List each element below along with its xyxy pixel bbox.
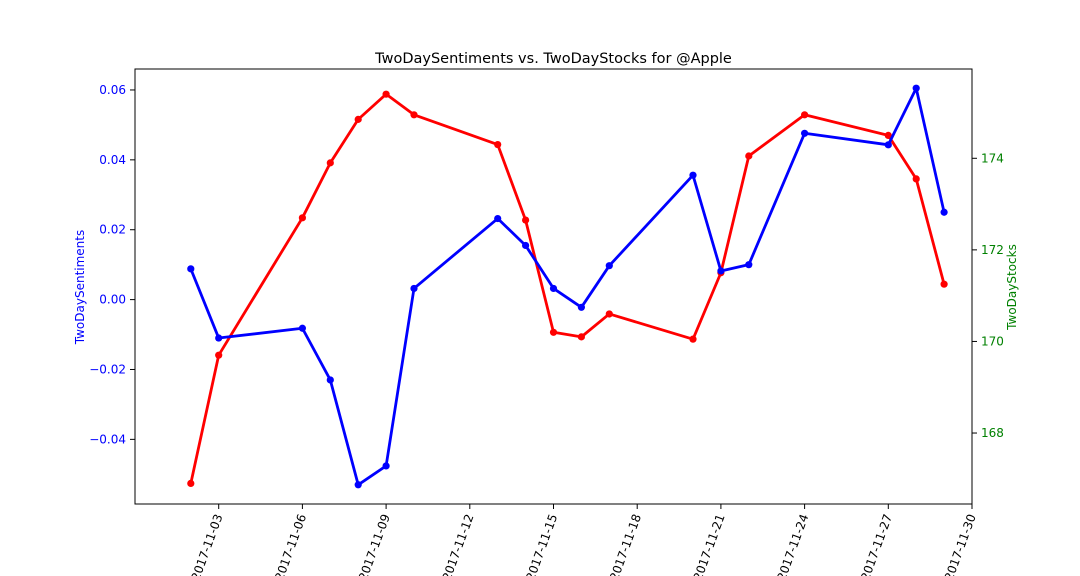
- right-y-tick-label: 172: [981, 243, 1004, 257]
- x-tick-label: 2017-11-21: [691, 512, 728, 576]
- sentiment-point: [717, 267, 725, 275]
- stock-point: [549, 328, 558, 336]
- sentiment-series-line: [189, 86, 946, 487]
- axis-ticks: 2017-11-03 2017-11-06 2017-11-09 2017-11-12…: [89, 83, 1004, 576]
- sentiment-point: [801, 129, 809, 137]
- chart-title: TwoDaySentiments vs. TwoDayStocks for @A…: [374, 51, 732, 67]
- sentiment-point: [912, 84, 920, 92]
- x-tick-label: 2017-11-12: [440, 512, 477, 576]
- stock-point: [522, 216, 530, 224]
- x-tick-label: 2017-11-06: [272, 512, 309, 576]
- x-tick-label: 2017-11-03: [189, 512, 226, 576]
- sentiment-point: [354, 481, 362, 489]
- stock-point: [940, 280, 948, 288]
- stock-point: [605, 310, 613, 318]
- right-y-tick-label: 168: [981, 426, 1004, 440]
- left-y-tick-label: −0.04: [89, 432, 126, 446]
- sentiment-point: [382, 462, 390, 470]
- stock-point: [298, 214, 306, 222]
- series-layer: [187, 84, 948, 489]
- stock-point: [382, 90, 390, 98]
- x-tick-label: 2017-11-09: [356, 512, 393, 576]
- sentiment-point: [605, 262, 613, 270]
- sentiment-point: [522, 241, 530, 250]
- x-tick-label: 2017-11-30: [942, 512, 979, 576]
- sentiment-point: [326, 376, 334, 384]
- stock-point: [884, 131, 892, 139]
- left-y-tick-label: 0.04: [99, 153, 126, 167]
- sentiment-point: [689, 171, 697, 179]
- left-y-tick-label: 0.06: [99, 83, 126, 97]
- stock-point: [215, 351, 223, 359]
- sentiment-point: [215, 334, 223, 342]
- x-tick-label: 2017-11-15: [523, 512, 560, 576]
- sentiment-point: [940, 208, 948, 216]
- stock-point: [187, 479, 195, 487]
- sentiment-point: [494, 214, 502, 223]
- stock-point: [801, 111, 809, 119]
- stock-point: [577, 333, 586, 341]
- right-y-tick-label: 174: [981, 151, 1004, 165]
- sentiment-point: [549, 284, 558, 293]
- stock-point: [326, 159, 334, 167]
- stock-point: [354, 115, 362, 123]
- x-tick-label: 2017-11-27: [858, 512, 895, 576]
- sentiment-point: [298, 324, 306, 332]
- left-axis-label: TwoDaySentiments: [73, 230, 87, 345]
- x-tick-label: 2017-11-24: [774, 512, 811, 576]
- stock-point: [745, 152, 753, 160]
- left-y-tick-label: −0.02: [89, 362, 126, 376]
- left-y-tick-label: 0.00: [99, 293, 126, 307]
- sentiment-point: [577, 303, 586, 311]
- stock-series-line: [189, 92, 946, 485]
- sentiment-point: [410, 284, 418, 293]
- stock-point: [494, 140, 502, 149]
- stock-point: [689, 335, 697, 343]
- sentiment-point: [884, 141, 892, 149]
- sentiment-point: [187, 265, 195, 273]
- right-y-tick-label: 170: [981, 334, 1004, 348]
- right-axis-label: TwoDayStocks: [1005, 244, 1019, 331]
- stock-point: [410, 111, 418, 119]
- stock-point: [912, 175, 920, 183]
- x-tick-label: 2017-11-18: [607, 512, 644, 576]
- sentiment-point: [745, 261, 753, 269]
- left-y-tick-label: 0.02: [99, 223, 126, 237]
